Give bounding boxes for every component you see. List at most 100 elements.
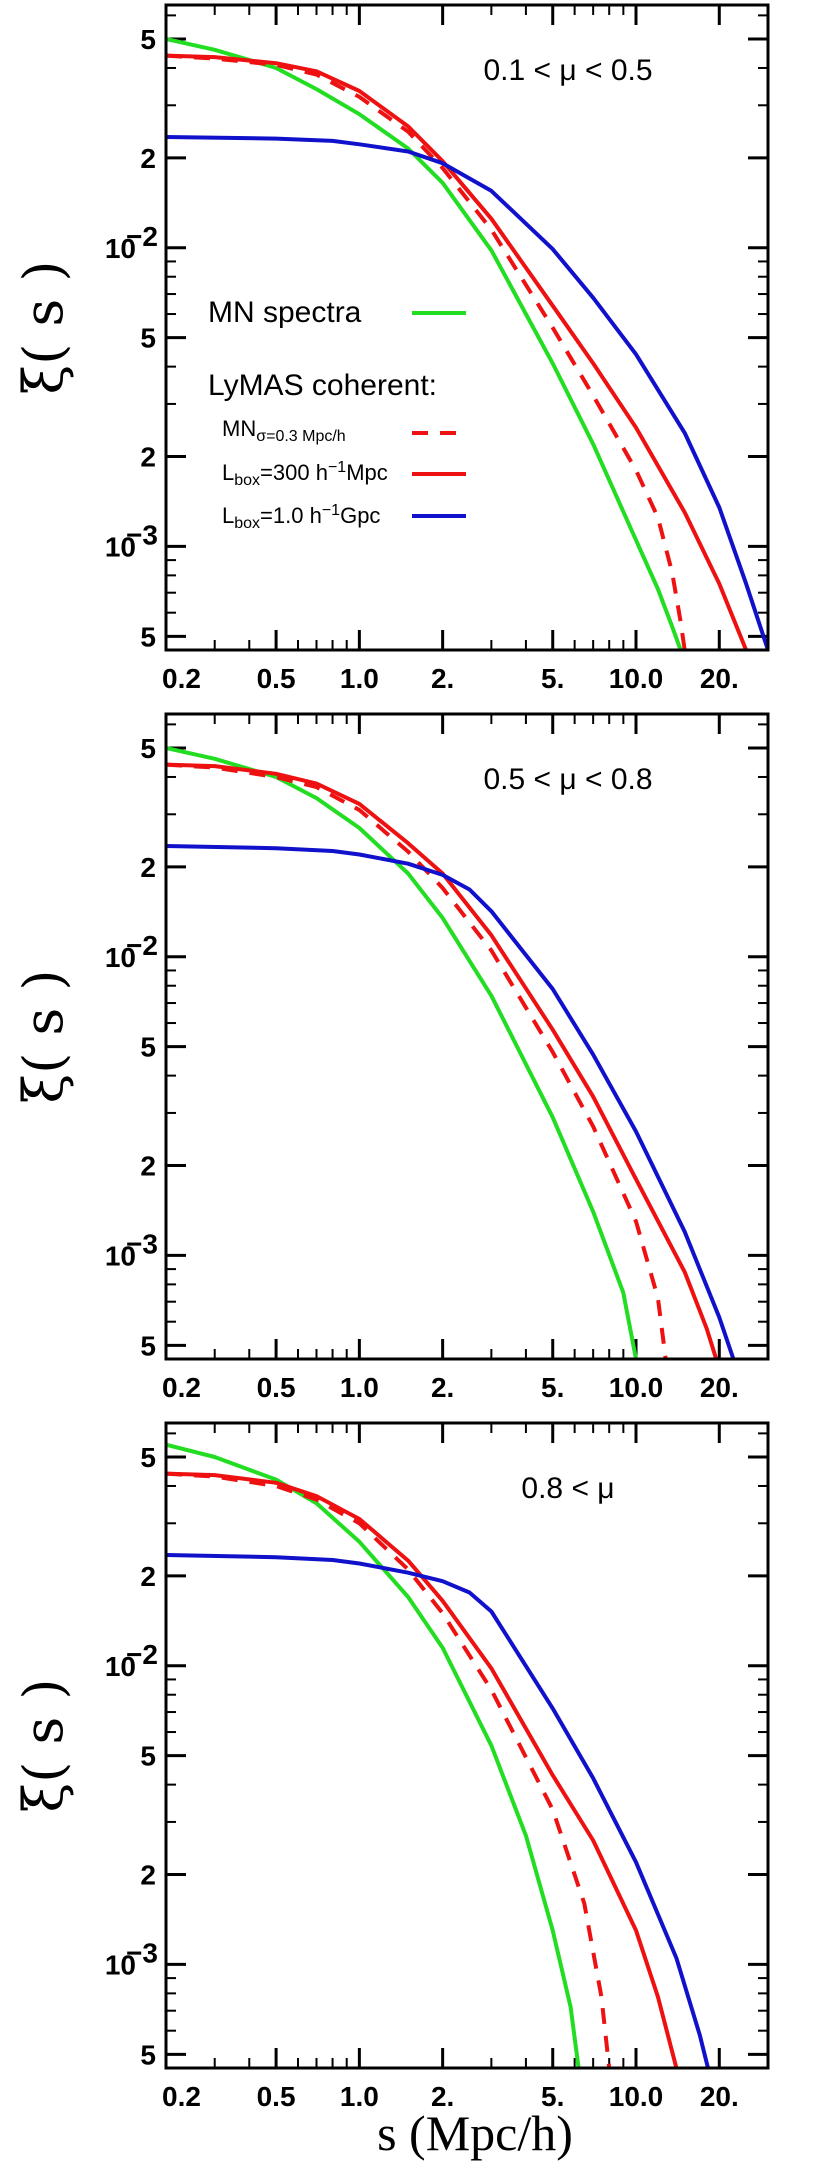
minor-ticks <box>165 1423 769 2068</box>
y-tick-label: 5 <box>140 24 156 55</box>
series-line-lbox300 <box>166 53 748 650</box>
y-tick-label: 5 <box>140 1032 156 1063</box>
legend-lbox300-label-part: Mpc <box>346 460 388 485</box>
panel-label: 0.1 < μ < 0.5 <box>483 54 652 87</box>
major-ticks <box>164 5 768 650</box>
x-tick-label: 1.0 <box>340 2081 379 2112</box>
x-tick-label: 0.5 <box>257 2081 296 2112</box>
y-tick-label: 10 <box>105 1240 136 1271</box>
legend-lbox1-label: Lbox=1.0 h−1Gpc <box>222 502 380 532</box>
y-tick-label: 10 <box>105 531 136 562</box>
y-tick-label: 5 <box>140 323 156 354</box>
plot-frame <box>164 1421 770 2070</box>
x-tick-label: 20. <box>700 1372 739 1403</box>
y-axis-label-arg: ( s ) <box>12 970 75 1074</box>
x-tick-label: 0.2 <box>162 1372 201 1403</box>
y-tick-label: 10 <box>105 233 136 264</box>
y-axis-label-symbol: ξ <box>12 1783 75 1813</box>
plot-frame <box>164 3 770 652</box>
legend-lbox1-label-part: box <box>234 515 260 532</box>
legend-lbox300-label-part: =300 h <box>260 460 328 485</box>
legend-lbox1-label-part: −1 <box>322 502 340 519</box>
y-tick-label: 2 <box>140 143 156 174</box>
legend-mn-sigma-label-part: σ=0.3 Mpc/h <box>256 428 345 445</box>
y-axis-label-symbol: ξ <box>12 1074 75 1104</box>
legend-mn-spectra-label: MN spectra <box>208 296 362 329</box>
x-tick-label: 0.2 <box>162 663 201 694</box>
x-tick-label: 2. <box>431 663 454 694</box>
x-tick-label: 2. <box>431 2081 454 2112</box>
y-tick-exponent: −2 <box>126 1639 158 1670</box>
x-axis-label: s (Mpc/h) <box>377 2105 573 2161</box>
legend-lbox1-label-part: L <box>222 503 234 528</box>
y-tick-exponent: −3 <box>126 519 158 550</box>
x-tick-label: 0.2 <box>162 2081 201 2112</box>
y-tick-label: 10 <box>105 942 136 973</box>
x-tick-label: 20. <box>700 663 739 694</box>
series-line-mn-sigma <box>166 53 687 650</box>
y-tick-label: 2 <box>140 1151 156 1182</box>
y-tick-label: 2 <box>140 1561 156 1592</box>
y-tick-label: 5 <box>140 621 156 652</box>
series-lines <box>166 1442 710 2068</box>
y-tick-label: 5 <box>140 733 156 764</box>
legend-lbox300-label: Lbox=300 h−1Mpc <box>222 459 388 489</box>
series-line-lbox1 <box>166 135 768 650</box>
x-tick-label: 2. <box>431 1372 454 1403</box>
x-tick-label: 10.0 <box>609 663 664 694</box>
y-tick-label: 2 <box>140 852 156 883</box>
major-ticks <box>164 1423 768 2068</box>
series-line-mn-spectra <box>166 1442 581 2068</box>
y-axis-label: ξ( s ) <box>12 261 75 395</box>
x-tick-label: 5. <box>541 2081 564 2112</box>
legend-lbox300-label-part: L <box>222 460 234 485</box>
x-tick-label: 5. <box>541 1372 564 1403</box>
x-tick-label: 0.5 <box>257 663 296 694</box>
legend-lbox300-label-part: −1 <box>328 459 346 476</box>
x-tick-label: 1.0 <box>340 663 379 694</box>
panel-label: 0.5 < μ < 0.8 <box>483 763 652 796</box>
series-line-lbox1 <box>166 1553 710 2068</box>
series-line-mn-sigma <box>166 1471 612 2068</box>
y-axis-label-arg: ( s ) <box>12 1679 75 1783</box>
y-tick-label: 5 <box>140 1330 156 1361</box>
legend-mn-sigma-label: MNσ=0.3 Mpc/h <box>222 416 346 445</box>
y-axis-label: ξ( s ) <box>12 1679 75 1813</box>
y-tick-label: 5 <box>140 2039 156 2070</box>
y-tick-label: 5 <box>140 1741 156 1772</box>
x-tick-label: 1.0 <box>340 1372 379 1403</box>
legend: MN spectra LyMAS coherent: MNσ=0.3 Mpc/h Lb… <box>208 296 466 532</box>
y-axis-label-arg: ( s ) <box>12 261 75 365</box>
y-tick-exponent: −3 <box>126 1228 158 1259</box>
series-line-lbox1 <box>166 844 736 1359</box>
x-tick-label: 0.5 <box>257 1372 296 1403</box>
y-tick-label: 10 <box>105 1949 136 1980</box>
major-ticks <box>164 714 768 1359</box>
y-axis-label-symbol: ξ <box>12 365 75 395</box>
plot-frame <box>164 712 770 1361</box>
y-tick-label: 2 <box>140 442 156 473</box>
series-line-lbox300 <box>166 1471 679 2068</box>
legend-mn-sigma-label-part: MN <box>222 416 256 441</box>
series-line-lbox300 <box>166 762 719 1359</box>
y-tick-label: 5 <box>140 1442 156 1473</box>
x-tick-label: 20. <box>700 2081 739 2112</box>
legend-coherent-heading: LyMAS coherent: <box>208 369 437 402</box>
series-lines <box>166 37 768 650</box>
legend-lbox1-label-part: Gpc <box>340 503 380 528</box>
x-tick-label: 10.0 <box>609 1372 664 1403</box>
y-axis-label: ξ( s ) <box>12 970 75 1104</box>
series-line-mn-spectra <box>166 37 683 650</box>
panel-label: 0.8 < μ <box>521 1472 614 1505</box>
legend-lbox1-label-part: =1.0 h <box>260 503 322 528</box>
legend-lbox300-label-part: box <box>234 472 260 489</box>
x-tick-label: 10.0 <box>609 2081 664 2112</box>
y-tick-exponent: −2 <box>126 930 158 961</box>
series-lines <box>166 746 736 1359</box>
y-tick-exponent: −2 <box>126 221 158 252</box>
